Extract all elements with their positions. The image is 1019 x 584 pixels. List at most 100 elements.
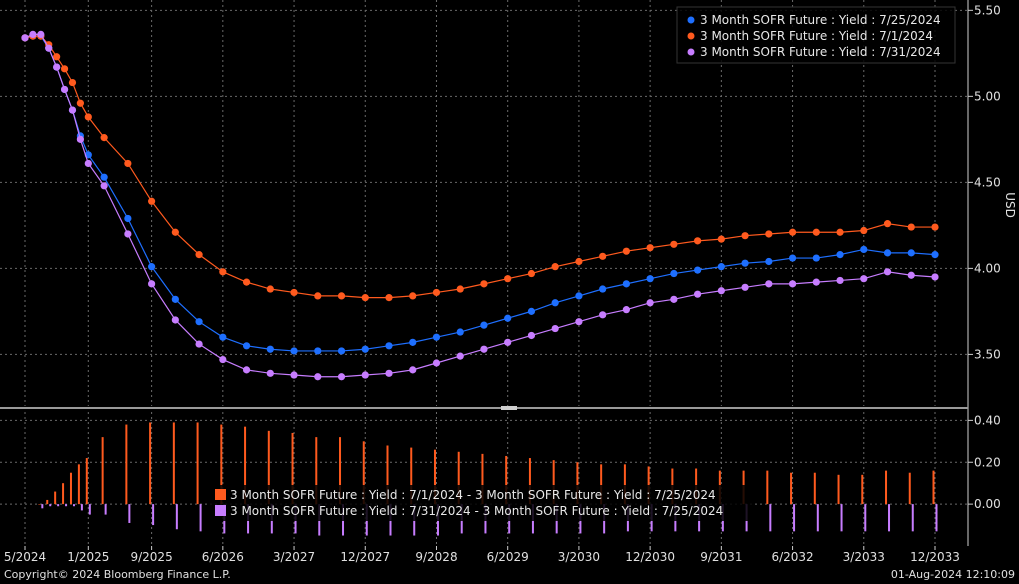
data-point[interactable] <box>504 275 512 283</box>
data-point[interactable] <box>84 159 92 168</box>
data-point[interactable] <box>60 65 69 73</box>
data-point[interactable] <box>290 347 298 355</box>
data-point[interactable] <box>551 299 559 307</box>
data-point[interactable] <box>314 292 322 300</box>
data-point[interactable] <box>337 373 346 381</box>
data-point[interactable] <box>432 333 441 341</box>
data-point[interactable] <box>931 251 939 259</box>
data-point[interactable] <box>575 257 583 266</box>
data-point[interactable] <box>242 278 251 286</box>
data-point[interactable] <box>788 228 797 236</box>
data-point[interactable] <box>456 352 464 360</box>
data-point[interactable] <box>836 228 844 236</box>
data-point[interactable] <box>575 318 583 326</box>
data-point[interactable] <box>337 347 346 355</box>
data-point[interactable] <box>765 257 773 266</box>
data-point[interactable] <box>812 254 820 262</box>
data-point[interactable] <box>765 280 773 288</box>
data-point[interactable] <box>836 251 844 259</box>
data-point[interactable] <box>242 366 251 374</box>
panel-resize-handle[interactable] <box>501 406 517 410</box>
data-point[interactable] <box>385 342 393 350</box>
data-point[interactable] <box>860 275 868 283</box>
data-point[interactable] <box>171 316 179 324</box>
data-point[interactable] <box>480 345 488 353</box>
legend-item[interactable]: 3 Month SOFR Future : Yield : 7/31/2024 … <box>215 504 723 518</box>
data-point[interactable] <box>456 285 464 293</box>
data-point[interactable] <box>171 228 179 236</box>
data-point[interactable] <box>860 245 868 254</box>
data-point[interactable] <box>575 292 583 300</box>
data-point[interactable] <box>694 237 702 245</box>
data-point[interactable] <box>242 342 251 350</box>
data-point[interactable] <box>337 292 346 300</box>
data-point[interactable] <box>314 373 322 381</box>
data-point[interactable] <box>480 321 488 329</box>
data-point[interactable] <box>741 283 749 291</box>
data-point[interactable] <box>717 287 725 295</box>
data-point[interactable] <box>907 249 915 257</box>
data-point[interactable] <box>60 85 69 94</box>
data-point[interactable] <box>53 63 61 71</box>
data-point[interactable] <box>219 355 227 364</box>
data-point[interactable] <box>527 307 536 315</box>
data-point[interactable] <box>860 226 868 235</box>
data-point[interactable] <box>741 259 749 267</box>
data-point[interactable] <box>670 240 678 248</box>
data-point[interactable] <box>931 223 939 231</box>
legend-item[interactable]: 3 Month SOFR Future : Yield : 7/25/2024 <box>687 13 941 27</box>
data-point[interactable] <box>670 269 678 278</box>
data-point[interactable] <box>195 340 203 348</box>
bottom-legend[interactable]: 3 Month SOFR Future : Yield : 7/1/2024 -… <box>210 485 754 521</box>
data-point[interactable] <box>646 275 654 283</box>
data-point[interactable] <box>21 34 29 42</box>
data-point[interactable] <box>37 30 45 39</box>
data-point[interactable] <box>266 285 274 293</box>
data-point[interactable] <box>599 311 607 319</box>
data-point[interactable] <box>456 328 464 336</box>
data-point[interactable] <box>741 232 749 240</box>
data-point[interactable] <box>788 254 797 262</box>
data-point[interactable] <box>812 278 820 286</box>
data-point[interactable] <box>361 294 369 302</box>
data-point[interactable] <box>409 292 417 300</box>
data-point[interactable] <box>409 338 417 346</box>
data-point[interactable] <box>812 228 820 236</box>
data-point[interactable] <box>385 294 393 302</box>
data-point[interactable] <box>432 359 441 367</box>
data-point[interactable] <box>622 280 630 288</box>
data-point[interactable] <box>195 251 203 259</box>
data-point[interactable] <box>931 273 939 281</box>
data-point[interactable] <box>527 269 536 278</box>
data-point[interactable] <box>68 78 77 87</box>
data-point[interactable] <box>219 333 227 341</box>
data-point[interactable] <box>551 324 559 333</box>
data-point[interactable] <box>765 230 773 238</box>
data-point[interactable] <box>883 268 892 276</box>
data-point[interactable] <box>432 288 441 297</box>
data-point[interactable] <box>504 314 512 322</box>
data-point[interactable] <box>694 290 702 298</box>
data-point[interactable] <box>219 268 227 276</box>
data-point[interactable] <box>171 295 179 303</box>
data-point[interactable] <box>29 30 37 39</box>
data-point[interactable] <box>100 182 108 190</box>
data-point[interactable] <box>266 345 274 353</box>
data-point[interactable] <box>646 244 654 252</box>
data-point[interactable] <box>480 280 488 288</box>
data-point[interactable] <box>290 371 298 379</box>
data-point[interactable] <box>504 338 512 346</box>
data-point[interactable] <box>409 366 417 374</box>
data-point[interactable] <box>84 113 92 121</box>
data-point[interactable] <box>385 369 393 377</box>
data-point[interactable] <box>883 249 892 257</box>
data-point[interactable] <box>68 106 77 114</box>
data-point[interactable] <box>527 331 536 340</box>
data-point[interactable] <box>76 99 84 107</box>
data-point[interactable] <box>907 271 915 279</box>
data-point[interactable] <box>599 285 607 293</box>
data-point[interactable] <box>670 295 678 303</box>
data-point[interactable] <box>148 280 156 288</box>
data-point[interactable] <box>76 135 84 143</box>
data-point[interactable] <box>551 263 559 271</box>
